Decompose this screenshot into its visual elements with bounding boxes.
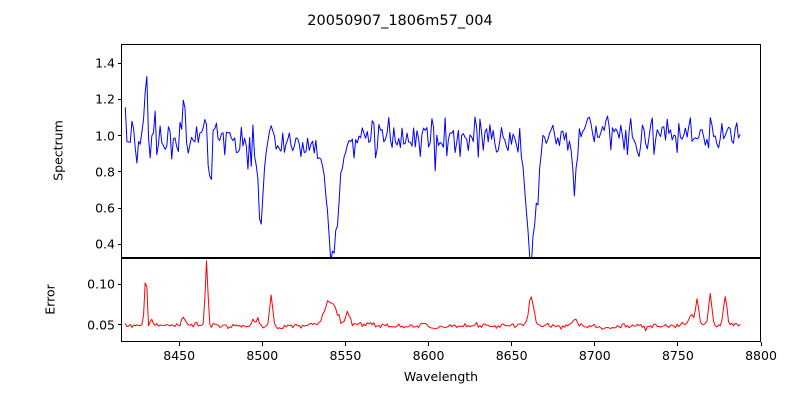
y-tick-mark-spectrum: [117, 243, 121, 245]
y-tick-mark-error: [117, 324, 121, 326]
y-tick-mark-spectrum: [117, 62, 121, 64]
error-axes: [121, 258, 761, 342]
x-tick-mark: [677, 342, 679, 346]
y-tick-label-error: 0.05: [87, 317, 115, 333]
x-tick-mark: [511, 342, 513, 346]
x-tick-label: 8700: [578, 348, 611, 363]
y-tick-mark-error: [117, 283, 121, 285]
y-tick-label-spectrum: 1.0: [95, 128, 115, 144]
spectrum-line-series: [124, 75, 741, 257]
x-tick-label: 8500: [246, 348, 279, 363]
y-tick-mark-spectrum: [117, 171, 121, 173]
x-tick-mark: [261, 342, 263, 346]
y-tick-label-spectrum: 1.2: [95, 91, 115, 107]
y-tick-mark-spectrum: [117, 207, 121, 209]
y-tick-label-spectrum: 0.6: [95, 200, 115, 216]
x-tick-mark: [594, 342, 596, 346]
x-tick-label: 8600: [412, 348, 445, 363]
y-tick-mark-spectrum: [117, 135, 121, 137]
y-axis-label-error: Error: [42, 284, 58, 315]
x-tick-mark: [178, 342, 180, 346]
spectrum-axes: [121, 44, 761, 258]
x-tick-mark: [344, 342, 346, 346]
x-tick-label: 8750: [661, 348, 694, 363]
x-tick-mark: [428, 342, 430, 346]
y-tick-mark-spectrum: [117, 98, 121, 100]
y-tick-label-spectrum: 1.4: [95, 55, 115, 71]
y-tick-label-error: 0.10: [87, 276, 115, 292]
error-line-series: [124, 260, 741, 332]
page-title: 20050907_1806m57_004: [307, 13, 493, 29]
x-axis-label: Wavelength: [403, 369, 479, 384]
x-tick-mark: [760, 342, 762, 346]
x-tick-label: 8650: [495, 348, 528, 363]
y-axis-label-spectrum: Spectrum: [50, 120, 66, 181]
x-tick-label: 8450: [163, 348, 196, 363]
x-tick-label: 8800: [745, 348, 777, 363]
x-tick-label: 8550: [329, 348, 362, 363]
y-tick-label-spectrum: 0.4: [95, 236, 115, 252]
y-tick-label-spectrum: 0.8: [95, 164, 115, 180]
